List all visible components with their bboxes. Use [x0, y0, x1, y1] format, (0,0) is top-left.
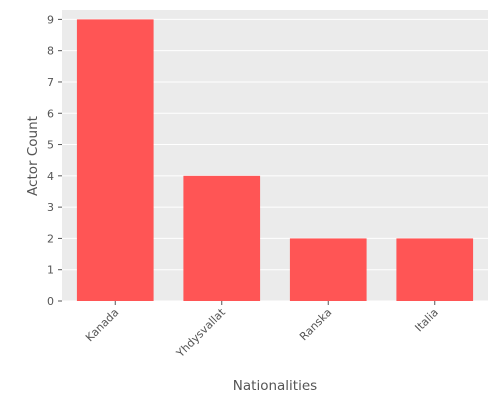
y-axis-ticks: 0 1 2 3 4 5 6 7 8 9 [47, 13, 62, 308]
y-tick-label: 2 [47, 232, 54, 245]
y-tick-label: 5 [47, 139, 54, 152]
y-tick-label: 3 [47, 201, 54, 214]
x-tick-label: Kanada [83, 306, 121, 344]
x-tick-label: Italia [412, 306, 440, 334]
y-tick-label: 8 [47, 45, 54, 58]
bars [76, 19, 474, 302]
bar-yhdysvallat [183, 175, 261, 301]
y-tick-label: 0 [47, 295, 54, 308]
bar-italia [396, 238, 474, 301]
y-axis-title: Actor Count [25, 116, 41, 196]
bar-kanada [76, 19, 154, 302]
y-tick-label: 6 [47, 107, 54, 120]
y-tick-label: 1 [47, 264, 54, 277]
x-tick-label: Yhdysvallat [173, 305, 228, 360]
x-axis-ticks: Kanada Yhdysvallat Ranska Italia [83, 301, 441, 361]
y-tick-label: 7 [47, 76, 54, 89]
x-axis-title: Nationalities [233, 378, 317, 394]
bar-ranska [289, 238, 367, 301]
x-tick-label: Ranska [297, 306, 334, 343]
y-tick-label: 9 [47, 13, 54, 26]
y-tick-label: 4 [47, 170, 54, 183]
